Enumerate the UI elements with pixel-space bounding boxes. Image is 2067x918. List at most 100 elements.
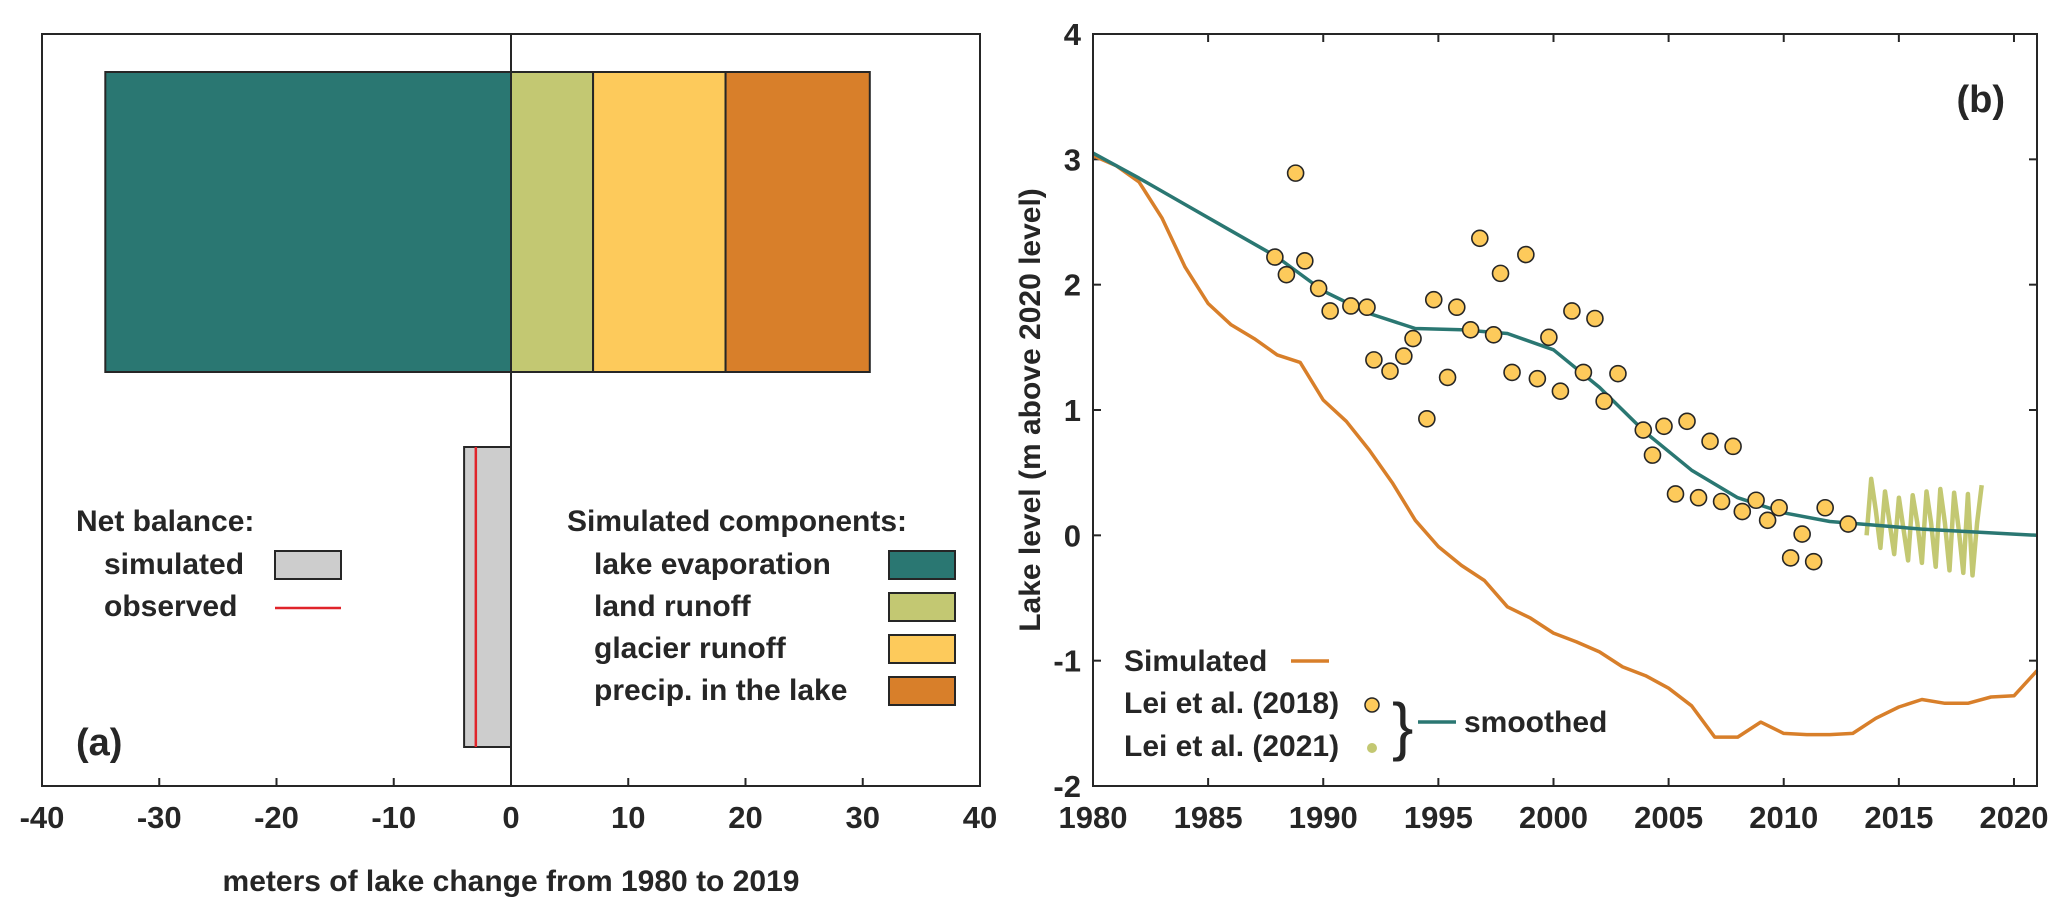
lei-2018-point xyxy=(1793,525,1811,543)
y-tick-label-b: 4 xyxy=(1064,17,1082,52)
legend-label-lake-evaporation: lake evaporation xyxy=(594,548,831,581)
net-balance-legend-title: Net balance: xyxy=(76,505,254,538)
x-tick-label-b: 1985 xyxy=(1174,800,1243,835)
lei-2018-point xyxy=(1758,511,1777,530)
lei-2021-series xyxy=(1864,476,1984,578)
x-tick-label-a: -30 xyxy=(137,800,182,835)
legend-swatch-glacier-runoff xyxy=(888,634,956,664)
components-legend-title: Simulated components: xyxy=(567,505,907,538)
x-tick-label-b: 2020 xyxy=(1979,800,2048,835)
lei-2018-point xyxy=(1447,298,1466,317)
lei-2018-point xyxy=(1724,437,1742,456)
x-tick-label-b: 1980 xyxy=(1059,800,1128,835)
lei-2018-point xyxy=(1781,549,1800,567)
stacked-component-bars xyxy=(104,71,871,373)
legend-label-glacier-runoff: glacier runoff xyxy=(594,632,787,665)
lei-2018-point xyxy=(1839,515,1857,533)
lei-2018-point xyxy=(1277,265,1296,284)
smoothed-line xyxy=(1092,151,2038,538)
lei-2018-point xyxy=(1609,364,1627,383)
y-tick-label-b: 3 xyxy=(1064,142,1081,177)
lei-2018-point xyxy=(1381,362,1399,380)
legend-swatch-simulated xyxy=(274,550,342,580)
y-tick-label-b: -1 xyxy=(1053,644,1081,679)
lei-2018-point xyxy=(1712,492,1731,511)
x-tick-label-a: 10 xyxy=(611,800,645,835)
lei-2018-point xyxy=(1666,485,1685,503)
x-tick-label-a: -40 xyxy=(20,800,65,835)
x-tick-label-b: 1990 xyxy=(1289,800,1358,835)
lei-2018-point xyxy=(1655,417,1673,436)
lei-2018-point xyxy=(1689,488,1708,507)
legend-label-precip-in-the-lake: precip. in the lake xyxy=(594,674,847,707)
x-tick-label-a: 0 xyxy=(502,800,519,835)
components-legend-items: lake evaporation land runoff glacier runof… xyxy=(594,548,956,707)
lei-2018-point xyxy=(1491,264,1510,283)
y-tick-label-b: 2 xyxy=(1064,268,1081,303)
legend-swatch-land-runoff xyxy=(888,592,956,622)
lei-2018-point xyxy=(1503,363,1521,382)
net-balance-simulated-bar xyxy=(463,446,513,748)
x-tick-label-a: 40 xyxy=(963,800,997,835)
x-tick-label-b: 2010 xyxy=(1749,800,1818,835)
legend-lei2021-marker xyxy=(1367,743,1377,753)
lei-2018-point xyxy=(1424,290,1443,309)
lei-2018-point xyxy=(1358,298,1376,317)
lei-2018-point xyxy=(1770,498,1788,517)
x-tick-label-b: 2005 xyxy=(1634,800,1703,835)
lei-2018-point xyxy=(1266,248,1284,266)
lei-2018-point xyxy=(1678,412,1696,431)
panel-label-b: (b) xyxy=(1956,79,2005,121)
y-tick-label-b: 0 xyxy=(1064,518,1081,553)
legend-brace: } xyxy=(1392,690,1413,762)
x-tick-label-b: 2000 xyxy=(1519,800,1588,835)
legend-b: Simulated Lei et al. (2018) Lei et al. (… xyxy=(1124,645,1607,763)
lei-2018-point xyxy=(1733,502,1752,521)
lei-2018-point xyxy=(1595,392,1613,411)
lei-2018-point xyxy=(1438,368,1457,387)
bar-glacier-runoff xyxy=(592,71,727,373)
panel-label-a: (a) xyxy=(76,722,122,764)
net-balance-legend: Net balance: simulated observed xyxy=(76,505,342,623)
x-tick-label-b: 1995 xyxy=(1404,800,1473,835)
legend-swatch-lake-evaporation xyxy=(888,550,956,580)
legend-smoothed-label: smoothed xyxy=(1464,706,1607,739)
lei-2018-point xyxy=(1395,347,1413,365)
x-axis-label-a: meters of lake change from 1980 to 2019 xyxy=(223,865,800,898)
lei-2018-point xyxy=(1586,309,1604,328)
legend-label-observed: observed xyxy=(104,590,237,623)
x-tick-label-b: 2015 xyxy=(1864,800,1933,835)
lei-2018-point xyxy=(1517,245,1535,264)
lei-2018-point xyxy=(1296,252,1314,270)
lei-2018-point xyxy=(1321,302,1339,320)
x-axis-ticks-b: 1980 1985 1990 1995 2000 2005 2010 2015 2020 xyxy=(1059,34,2048,835)
lei-2018-point xyxy=(1365,351,1383,369)
legend-lei2021-label: Lei et al. (2021) xyxy=(1124,730,1339,763)
lei-2018-point xyxy=(1747,491,1765,510)
lei-2018-point xyxy=(1634,421,1653,439)
bar-land-runoff xyxy=(510,71,595,373)
lei-2018-point xyxy=(1404,329,1422,348)
bar-lake-evaporation xyxy=(104,71,512,373)
bar-precip-in-the-lake xyxy=(724,71,871,373)
lei-2018-point xyxy=(1643,446,1662,464)
x-tick-label-a: -10 xyxy=(371,800,416,835)
y-axis-label-b: Lake level (m above 2020 level) xyxy=(1014,188,1047,632)
lei-2018-point xyxy=(1286,164,1305,182)
lei-2018-point xyxy=(1528,369,1547,388)
lei-2018-point xyxy=(1418,409,1436,428)
lei-2018-points xyxy=(1266,164,1857,571)
panel-b-axes-box xyxy=(1092,33,2038,787)
legend-simulated-label: Simulated xyxy=(1124,645,1267,678)
lei-2018-point xyxy=(1574,363,1593,382)
y-axis-ticks-b: -2 -1 0 1 2 3 4 xyxy=(1053,17,2037,804)
panel-a: -40 -30 -20 -10 0 10 20 30 40 meters of lake cha… xyxy=(20,33,997,898)
lei-2018-point xyxy=(1804,552,1823,571)
lei-2018-point xyxy=(1563,302,1581,320)
lei-2018-point xyxy=(1342,297,1360,315)
legend-lei2018-marker xyxy=(1364,697,1380,713)
lei-2018-point xyxy=(1461,320,1480,339)
legend-label-simulated: simulated xyxy=(104,548,244,581)
x-tick-label-a: 20 xyxy=(728,800,762,835)
